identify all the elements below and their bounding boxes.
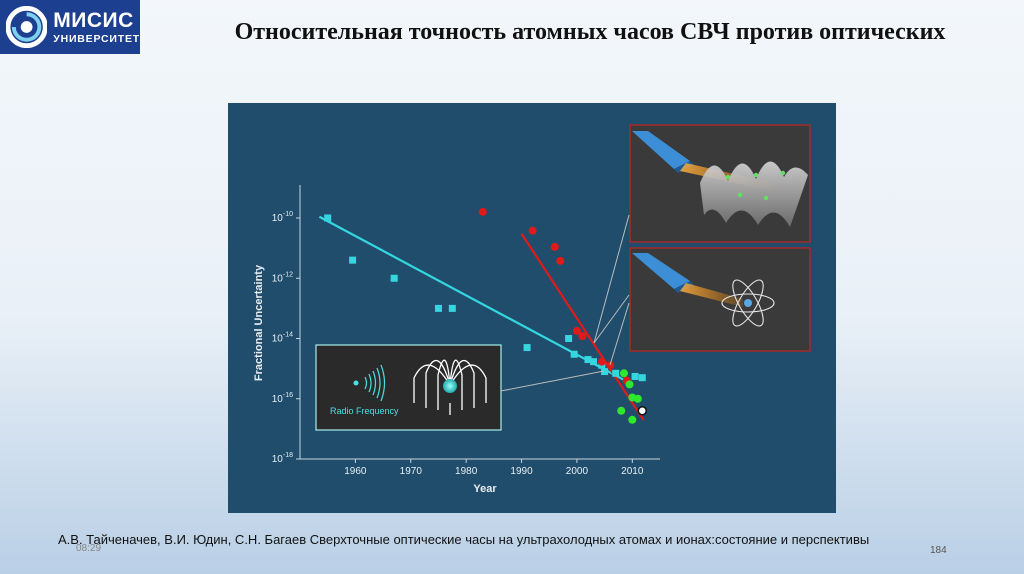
- y-tick-mantissa: 10: [272, 273, 284, 284]
- inset-single-ion: [629, 247, 811, 352]
- atom-cloud-icon: [443, 379, 457, 393]
- atom-icon: [353, 380, 359, 386]
- data-point-series-2: [620, 369, 628, 378]
- logo-line2: УНИВЕРСИТЕТ: [53, 32, 140, 45]
- data-point-series-1: [578, 332, 587, 341]
- data-point-series-0: [590, 358, 598, 366]
- inset-pointer: [500, 370, 605, 392]
- data-point-series-0: [324, 214, 332, 222]
- y-tick-mantissa: 10: [272, 454, 284, 465]
- atom-orbit-icon: [721, 279, 775, 327]
- data-point-series-0: [584, 356, 592, 364]
- y-tick-label: 10-14: [272, 332, 293, 345]
- data-point-series-1: [572, 326, 581, 335]
- data-point-series-0: [349, 256, 357, 264]
- page-number: 184: [930, 545, 947, 556]
- logo-text: МИСИС УНИВЕРСИТЕТ: [53, 10, 140, 45]
- uncertainty-chart: 1960 1970 1980 1990 2000 201010-1010-1210-141…: [228, 103, 836, 513]
- data-points: [324, 207, 648, 424]
- y-tick-mantissa: 10: [272, 394, 284, 405]
- data-point-series-2: [633, 394, 642, 403]
- axis-ticks: 1960 1970 1980 1990 2000 201010-1010-1210-141…: [272, 211, 644, 477]
- y-tick-label: 10-12: [272, 271, 293, 284]
- chart-panel: 1960 1970 1980 1990 2000 2010 10-10 10-12 10-14 1…: [228, 103, 836, 513]
- y-tick-exponent: -14: [283, 332, 293, 339]
- data-point-series-1: [478, 207, 487, 216]
- laser-fiber-icon-2: [632, 253, 743, 307]
- data-point-series-1: [556, 256, 565, 265]
- data-point-series-0: [448, 304, 456, 312]
- data-point-series-0: [638, 374, 646, 382]
- y-tick-label: 10-10: [272, 211, 293, 224]
- data-point-series-0: [523, 344, 531, 352]
- lattice-surface-icon: [700, 161, 808, 227]
- data-point-series-2: [625, 380, 634, 389]
- data-point-series-2: [628, 415, 637, 424]
- data-point-series-1: [606, 361, 615, 370]
- data-point-series-2: [617, 406, 626, 415]
- data-point-series-1: [528, 226, 537, 235]
- x-tick-label: 2000: [566, 466, 589, 477]
- data-point-series-0: [570, 350, 578, 358]
- x-tick-label: 1990: [510, 466, 533, 477]
- trend-lines: [318, 215, 645, 421]
- data-point-series-0: [390, 274, 398, 282]
- y-tick-mantissa: 10: [272, 334, 284, 345]
- lattice-atoms-icon: [725, 170, 786, 201]
- x-tick-label: 1960: [344, 466, 367, 477]
- data-point-series-0: [612, 369, 620, 377]
- data-point-series-0: [565, 335, 573, 342]
- x-tick-label: 1980: [455, 466, 478, 477]
- data-point-series-0: [434, 304, 442, 312]
- y-tick-exponent: -12: [283, 271, 293, 278]
- y-tick-label: 10-18: [272, 452, 293, 465]
- y-tick-exponent: -18: [283, 452, 293, 459]
- citation: А.В. Тайченачев, В.И. Юдин, С.Н. Багаев …: [58, 532, 870, 547]
- y-tick-label: 10-16: [272, 392, 293, 405]
- y-axis-label: Fractional Uncertainty: [253, 264, 265, 381]
- university-logo: МИСИС УНИВЕРСИТЕТ: [0, 0, 140, 54]
- inset-label: Radio Frequency: [330, 406, 399, 416]
- x-tick-label: 1970: [400, 466, 423, 477]
- rf-wave-icon: [364, 364, 386, 402]
- inset-pointers: [593, 214, 630, 366]
- x-axis-label: Year: [473, 483, 497, 495]
- fountain-arrows-icon: [413, 359, 487, 415]
- data-point-series-0: [631, 372, 639, 380]
- trend-line-0: [318, 215, 633, 386]
- y-tick-exponent: -10: [283, 211, 293, 218]
- data-point-series-3: [637, 405, 648, 416]
- x-tick-label: 2010: [621, 466, 644, 477]
- logo-line1: МИСИС: [53, 8, 134, 32]
- inset-optical-lattice: [629, 124, 811, 243]
- inset-radio-frequency: Radio Frequency: [315, 344, 605, 431]
- data-point-series-1: [550, 242, 559, 251]
- data-point-series-0: [601, 368, 609, 376]
- logo-mark-icon: [6, 6, 48, 48]
- time-stamp: 08:29: [76, 543, 102, 554]
- axes: [299, 185, 660, 460]
- slide-title: Относительная точность атомных часов СВЧ…: [234, 19, 946, 45]
- trend-line-1: [520, 233, 645, 421]
- y-tick-exponent: -16: [283, 392, 293, 399]
- y-tick-mantissa: 10: [272, 213, 284, 224]
- data-point-series-1: [597, 357, 606, 366]
